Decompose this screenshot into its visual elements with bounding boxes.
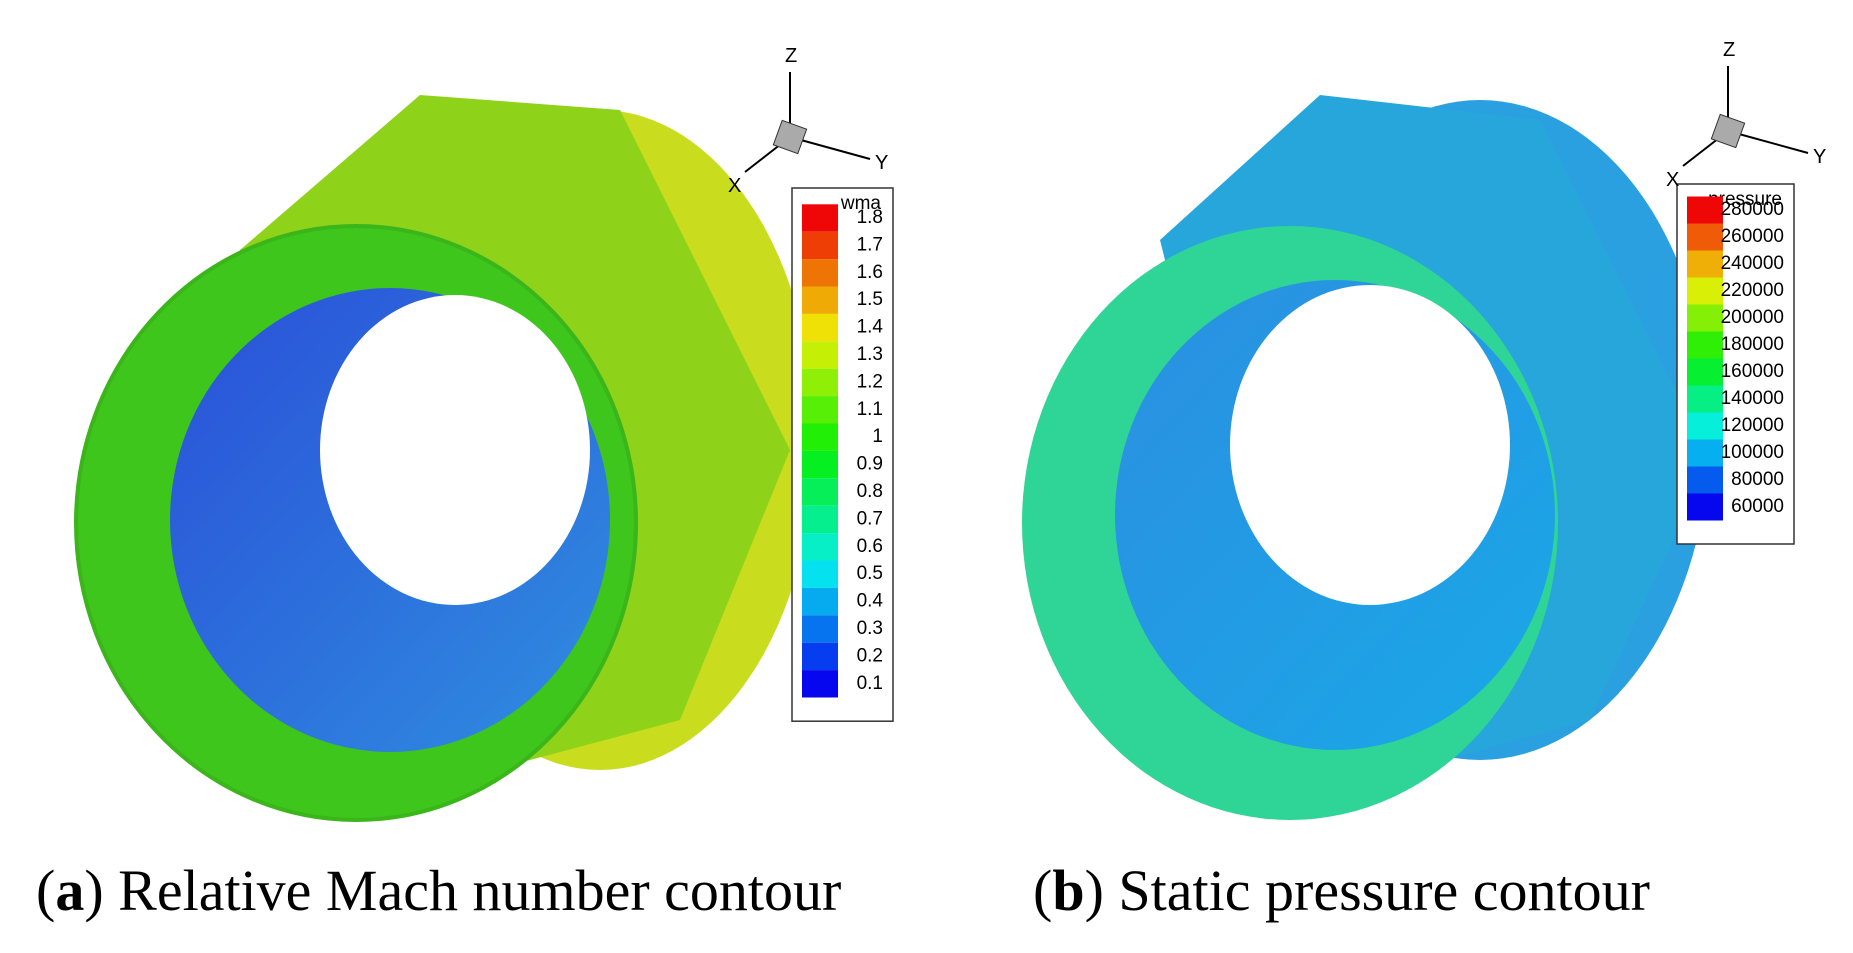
axis-line <box>1727 130 1809 154</box>
axis-cube <box>772 119 808 155</box>
legend-label: 60000 <box>1731 496 1784 517</box>
legend-label: 120000 <box>1721 415 1784 436</box>
legend-label: 260000 <box>1721 226 1784 247</box>
caption-text: Relative Mach number contour <box>118 858 841 923</box>
legend-swatch <box>802 478 838 506</box>
legend-swatch <box>1687 277 1723 305</box>
axis-line <box>789 136 871 160</box>
legend-label: 180000 <box>1721 334 1784 355</box>
legend-label: 1.5 <box>857 289 883 310</box>
axis-cube <box>1710 113 1746 149</box>
legend-swatch <box>1687 466 1723 494</box>
legend-title: wma <box>840 193 882 214</box>
axis-label: X <box>728 175 741 197</box>
legend-swatch <box>1687 196 1723 224</box>
caption-label: b <box>1052 858 1084 923</box>
legend-label: 80000 <box>1731 469 1784 490</box>
legend-swatch <box>802 670 838 698</box>
legend-label: 1.2 <box>857 371 883 392</box>
legend-label: 0.3 <box>857 618 883 639</box>
caption-paren: ( <box>1033 858 1052 923</box>
legend-swatch <box>802 587 838 616</box>
legend-label: 1.3 <box>857 344 883 365</box>
legend-swatch <box>802 396 838 424</box>
legend-swatch <box>802 313 838 342</box>
legend-label: 0.2 <box>857 645 883 666</box>
legend-swatch <box>802 423 838 451</box>
legend-label: 0.4 <box>857 591 884 612</box>
legend-label: 1.6 <box>857 262 883 283</box>
caption-paren: ) <box>84 858 118 923</box>
axis-label: Z <box>785 45 797 67</box>
legend-label: 140000 <box>1721 388 1784 409</box>
axis-label: X <box>1666 169 1679 191</box>
legend-title: pressure <box>1708 189 1782 210</box>
legend-label: 240000 <box>1721 253 1784 274</box>
legend-swatch <box>1687 439 1723 467</box>
legend-swatch <box>802 259 838 287</box>
axis-label: Y <box>875 152 888 174</box>
legend-label: 1.7 <box>857 234 883 255</box>
legend-label: 1.1 <box>857 399 883 420</box>
ring-b <box>1022 95 1710 820</box>
legend-label: 1.8 <box>857 207 883 228</box>
legend-swatch <box>1687 358 1723 386</box>
legend-swatch <box>1687 385 1723 413</box>
legend-label: 280000 <box>1721 199 1784 220</box>
legend-swatch <box>1687 412 1723 440</box>
legend-swatch <box>802 450 838 479</box>
legend-label: 0.9 <box>857 454 883 475</box>
legend-swatch <box>802 560 838 588</box>
caption: (a) Relative Mach number contour <box>36 858 841 923</box>
legend-label: 220000 <box>1721 280 1784 301</box>
legend-label: 0.5 <box>857 563 883 584</box>
caption-label: a <box>55 858 84 923</box>
legend-label: 160000 <box>1721 361 1784 382</box>
legend-label: 0.8 <box>857 481 883 502</box>
legend-swatch <box>802 204 838 232</box>
legend-swatch <box>802 286 838 314</box>
legend-swatch <box>802 505 838 534</box>
caption-paren: ) <box>1085 858 1119 923</box>
legend-swatch <box>802 533 838 561</box>
caption: (b) Static pressure contour <box>1033 858 1650 923</box>
legend-swatch <box>1687 331 1723 359</box>
legend-label: 100000 <box>1721 442 1784 463</box>
legend-label: 1.4 <box>857 317 884 338</box>
legend-label: 1 <box>872 426 883 447</box>
legend-label: 200000 <box>1721 307 1784 328</box>
legend-label: 0.7 <box>857 508 883 529</box>
legend-swatch <box>802 368 838 397</box>
caption-text: Static pressure contour <box>1118 858 1650 923</box>
legend-swatch <box>1687 250 1723 278</box>
legend-swatch <box>802 642 838 671</box>
legend-swatch <box>1687 493 1723 521</box>
axis-label: Z <box>1723 39 1735 61</box>
legend-swatch <box>802 615 838 643</box>
legend-swatch <box>802 341 838 369</box>
axis-label: Y <box>1813 146 1826 168</box>
legend-swatch <box>1687 304 1723 332</box>
ring-a <box>74 95 815 822</box>
legend-swatch <box>802 231 838 260</box>
caption-paren: ( <box>36 858 55 923</box>
legend-label: 0.6 <box>857 536 883 557</box>
legend-label: 0.1 <box>857 673 883 694</box>
legend-swatch <box>1687 223 1723 251</box>
